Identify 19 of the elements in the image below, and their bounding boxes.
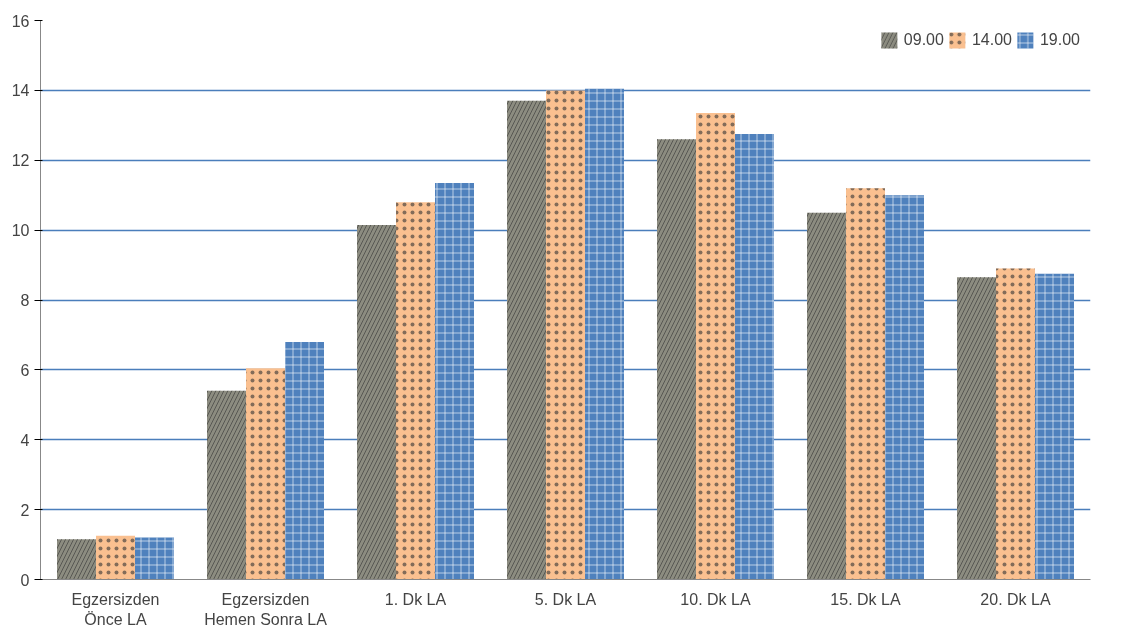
legend-label: 09.00 (903, 31, 944, 49)
y-tick-label: 14 (11, 82, 30, 100)
y-tick-label: 0 (20, 571, 30, 589)
x-tick-label: 15. Dk LA (830, 590, 901, 608)
y-tick-label: 12 (11, 152, 30, 170)
y-tick-label: 8 (20, 292, 30, 309)
x-tick-label: Egzersizden Önce LA (71, 590, 160, 628)
y-tick-label: 16 (11, 12, 30, 30)
x-tick-label: 10. Dk LA (680, 590, 751, 608)
legend-label: 14.00 (971, 31, 1012, 49)
x-tick-label: 1. Dk LA (384, 590, 447, 608)
y-tick-label: 4 (20, 431, 30, 449)
x-tick-label: Egzersizden Hemen Sonra LA (204, 590, 328, 628)
x-tick-label: 20. Dk LA (980, 590, 1051, 608)
legend-label: 19.00 (1039, 31, 1080, 49)
y-tick-label: 2 (20, 501, 30, 519)
x-tick-label: 5. Dk LA (534, 590, 597, 608)
y-tick-label: 10 (11, 222, 30, 240)
y-tick-label: 6 (20, 361, 30, 379)
